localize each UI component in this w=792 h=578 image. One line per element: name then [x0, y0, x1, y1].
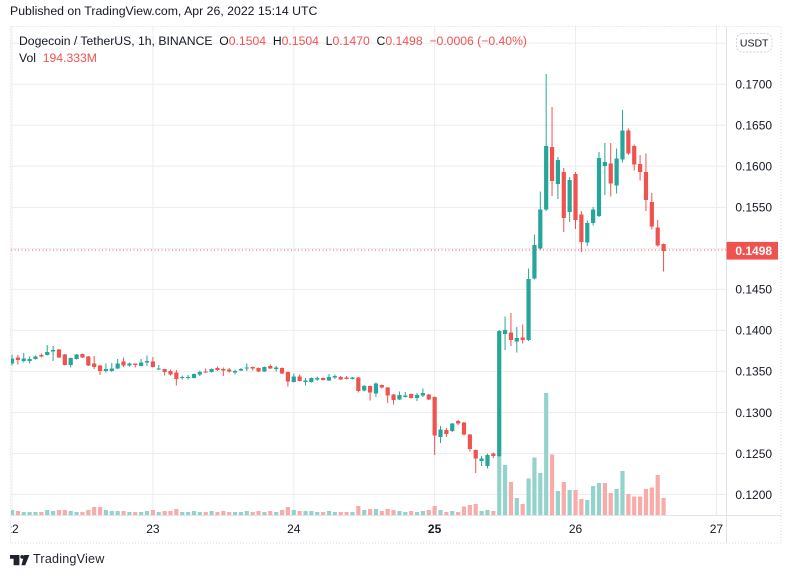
- svg-text:0.1498: 0.1498: [735, 244, 772, 258]
- svg-text:0.1650: 0.1650: [735, 119, 772, 133]
- svg-text:23: 23: [146, 522, 160, 536]
- svg-text:0.1350: 0.1350: [735, 365, 772, 379]
- svg-text:0.1700: 0.1700: [735, 78, 772, 92]
- svg-text:0.1400: 0.1400: [735, 324, 772, 338]
- svg-text:27: 27: [710, 522, 724, 536]
- svg-text:0.1550: 0.1550: [735, 201, 772, 215]
- svg-text:26: 26: [569, 522, 583, 536]
- svg-text:0.1200: 0.1200: [735, 488, 772, 502]
- svg-text:0.1450: 0.1450: [735, 283, 772, 297]
- svg-text:0.1250: 0.1250: [735, 447, 772, 461]
- svg-text:24: 24: [287, 522, 301, 536]
- svg-text:22: 22: [5, 522, 19, 536]
- svg-text:0.1600: 0.1600: [735, 160, 772, 174]
- svg-text:25: 25: [428, 522, 442, 536]
- svg-text:USDT: USDT: [740, 38, 769, 50]
- svg-text:0.1300: 0.1300: [735, 406, 772, 420]
